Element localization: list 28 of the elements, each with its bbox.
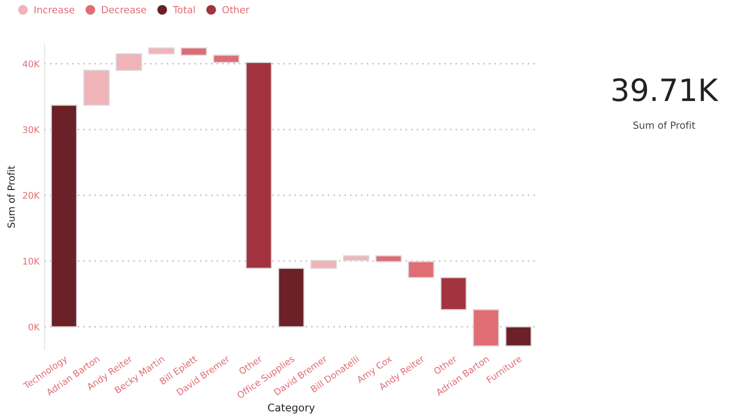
legend-label: Increase <box>34 6 74 14</box>
y-tick-label: 0K <box>28 324 40 330</box>
text: Sum of Profit <box>633 121 696 129</box>
bar <box>440 276 467 310</box>
legend-label: Total <box>172 6 195 14</box>
bar <box>472 309 500 346</box>
bar <box>375 255 402 262</box>
bar <box>116 53 142 71</box>
bar <box>83 70 110 106</box>
bar <box>246 62 272 269</box>
y-tick-label: 10K <box>23 258 40 265</box>
y-axis-title: Sum of Profit <box>7 166 15 228</box>
bar <box>310 260 337 269</box>
bar <box>213 54 240 63</box>
legend-label: Other <box>222 6 250 14</box>
legend-label: Decrease <box>102 6 146 14</box>
bar <box>180 47 208 56</box>
bar <box>342 255 370 261</box>
bar <box>408 261 434 278</box>
y-tick-label: 20K <box>22 192 40 199</box>
bar <box>505 326 532 346</box>
x-axis-title: Category <box>268 404 315 414</box>
text: 39.71K <box>612 78 718 102</box>
bar <box>50 104 78 328</box>
bar <box>148 47 175 54</box>
y-tick-label: 30K <box>22 126 40 134</box>
bar <box>278 268 304 328</box>
y-tick-label: 40K <box>22 60 40 68</box>
